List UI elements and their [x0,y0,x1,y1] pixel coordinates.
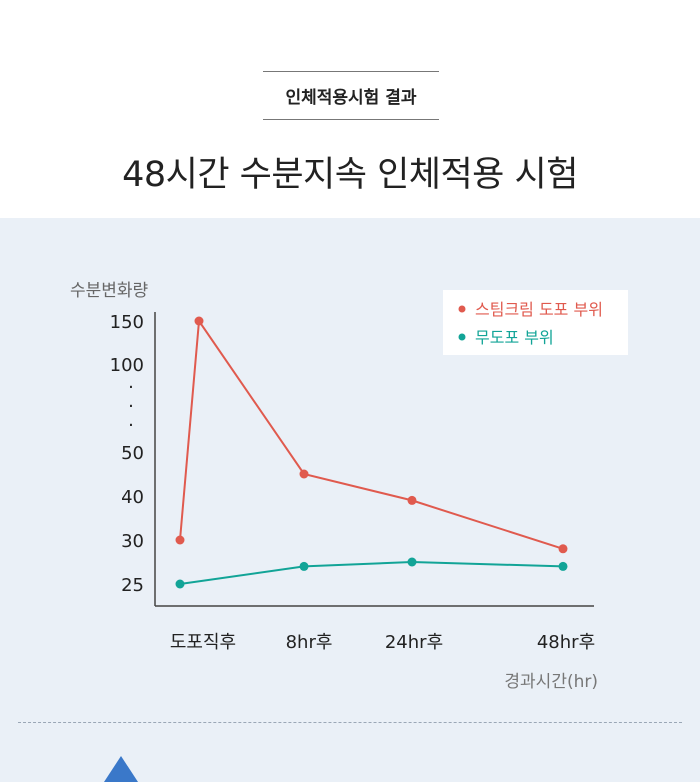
data-point [299,469,309,479]
dashed-divider [18,722,682,723]
y-tick-label: 40 [121,487,144,508]
legend-label: 스팀크림 도포 부위 [475,300,603,319]
data-point [558,544,568,554]
data-point [558,561,568,571]
header-section: 인체적용시험 결과 48시간 수분지속 인체적용 시험 [0,0,700,218]
legend-label: 무도포 부위 [475,328,554,347]
up-arrow-icon [104,756,138,782]
data-point [407,557,417,567]
y-tick-label: 50 [121,443,144,464]
data-point [175,535,185,545]
x-tick-label: 24hr후 [385,632,443,653]
section-badge: 인체적용시험 결과 [263,71,439,120]
x-tick-label: 8hr후 [286,632,333,653]
legend-marker [458,333,466,341]
y-axis-break-dot: · [128,415,134,436]
series-line-2 [179,560,564,585]
y-tick-label: 25 [121,575,144,596]
y-tick-label: 30 [121,531,144,552]
y-tick-label: 150 [110,312,144,333]
x-axis-label: 경과시간(hr) [504,672,598,692]
x-tick-label: 48hr후 [537,632,595,653]
series-line-1 [179,318,564,550]
data-point [299,561,309,571]
y-axis-break-dot: · [128,396,134,417]
data-point [194,316,204,326]
data-point [175,579,185,589]
data-point [407,495,417,505]
legend-box [443,290,628,355]
x-tick-label: 도포직후 [170,632,236,653]
y-tick-label: 100 [110,355,144,376]
legend-marker [458,305,466,313]
page-title: 48시간 수분지속 인체적용 시험 [122,155,578,195]
y-axis-break-dot: · [128,377,134,398]
y-axis-label: 수분변화량 [70,281,149,301]
